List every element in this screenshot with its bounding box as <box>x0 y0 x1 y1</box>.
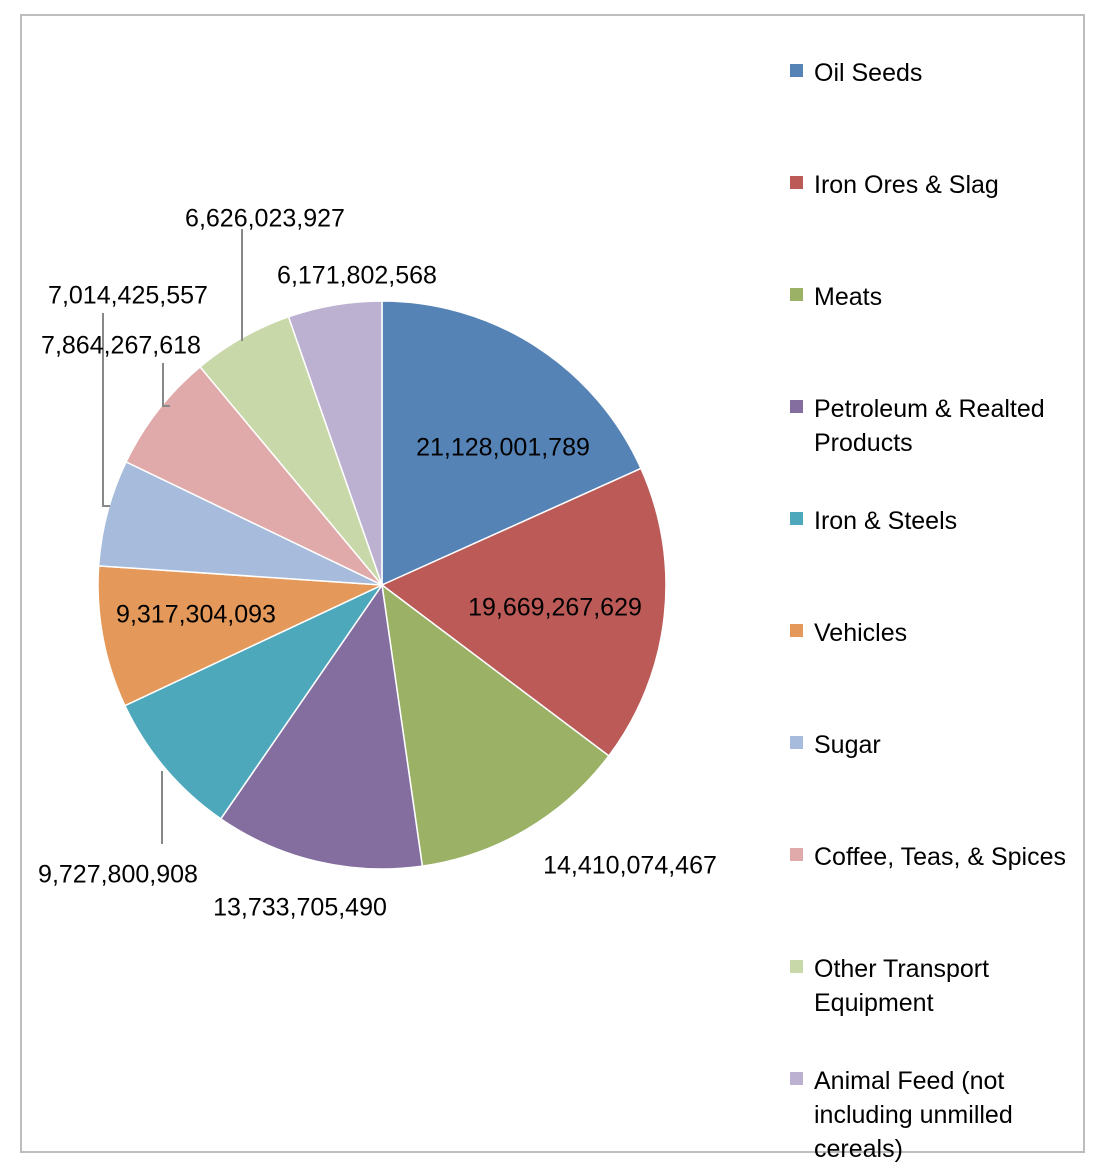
data-label: 14,410,074,467 <box>543 852 717 880</box>
legend-label: Vehicles <box>814 619 908 647</box>
pie-chart: 21,128,001,789 19,669,267,629 14,410,074,4… <box>38 205 717 922</box>
legend-swatch <box>790 624 803 637</box>
data-label: 9,727,800,908 <box>38 861 198 889</box>
data-label: 13,733,705,490 <box>213 894 387 922</box>
legend-swatch <box>790 848 803 861</box>
legend-label: Sugar <box>814 731 881 759</box>
leader-line <box>162 363 170 407</box>
data-label: 21,128,001,789 <box>416 434 590 462</box>
pie-slice <box>123 583 385 820</box>
legend-label: Petroleum & Realted Products <box>814 395 1045 457</box>
legend-swatch <box>790 288 803 301</box>
pie-slice <box>380 583 610 867</box>
pie-slice <box>287 300 383 586</box>
legend-swatch <box>790 64 803 77</box>
data-label: 6,171,802,568 <box>277 262 437 290</box>
chart-frame: 21,128,001,789 19,669,267,629 14,410,074,4… <box>20 14 1085 1163</box>
legend-swatch <box>790 736 803 749</box>
data-labels: 21,128,001,789 19,669,267,629 14,410,074,4… <box>38 205 717 922</box>
data-label: 7,014,425,557 <box>48 282 208 310</box>
legend-label: Animal Feed (not including unmilled cere… <box>814 1067 1013 1163</box>
pie-slice <box>125 365 383 586</box>
pie-slice <box>380 467 667 757</box>
legend-label: Other Transport Equipment <box>814 955 990 1017</box>
legend-swatch <box>790 512 803 525</box>
legend-label: Coffee, Teas, & Spices <box>814 843 1067 871</box>
data-label: 7,864,267,618 <box>41 332 201 360</box>
legend-label: Iron Ores & Slag <box>814 171 999 199</box>
legend-swatch <box>790 1072 803 1085</box>
legend-label: Oil Seeds <box>814 59 923 87</box>
pie-slices <box>97 300 667 870</box>
pie-slice <box>219 582 424 870</box>
legend-swatch <box>790 960 803 973</box>
leader-lines <box>102 229 243 844</box>
pie-slice <box>97 565 385 707</box>
pie-slice <box>381 300 642 587</box>
data-label: 9,317,304,093 <box>116 601 276 629</box>
data-label: 6,626,023,927 <box>185 205 345 233</box>
legend-label: Meats <box>814 283 883 311</box>
data-label: 19,669,267,629 <box>468 594 642 622</box>
legend-swatch <box>790 400 803 413</box>
legend-label: Iron & Steels <box>814 507 958 535</box>
leader-line <box>102 313 110 507</box>
legend-swatch <box>790 176 803 189</box>
